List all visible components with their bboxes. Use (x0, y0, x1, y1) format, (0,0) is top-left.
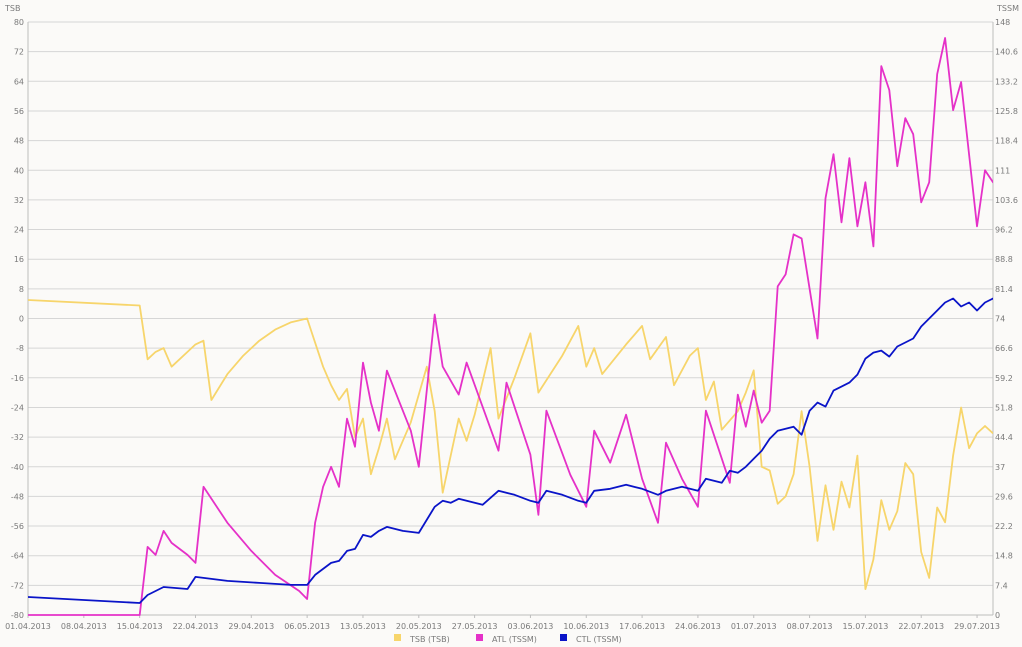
y-right-tick-label: 66.6 (995, 344, 1013, 353)
y-left-tick-label: -32 (11, 433, 24, 442)
y-left-tick-label: -8 (16, 344, 24, 353)
y-right-tick-label: 125.8 (995, 107, 1018, 116)
x-tick-label: 29.04.2013 (228, 622, 274, 631)
y-right-tick-label: 81.4 (995, 285, 1013, 294)
y-left-tick-label: -56 (11, 522, 24, 531)
legend-swatch (476, 634, 483, 641)
x-tick-label: 20.05.2013 (396, 622, 442, 631)
y-left-tick-label: 24 (14, 226, 24, 235)
y-left-tick-label: -64 (11, 552, 24, 561)
y-left-tick-label: -48 (11, 492, 24, 501)
x-tick-label: 22.07.2013 (898, 622, 944, 631)
y-right-tick-label: 148 (995, 18, 1010, 27)
y-left-tick-label: 16 (14, 255, 24, 264)
x-tick-label: 27.05.2013 (452, 622, 498, 631)
x-tick-label: 03.06.2013 (508, 622, 554, 631)
legend-label: ATL (TSSM) (492, 635, 537, 644)
series-line-2 (28, 37, 993, 616)
x-tick-label: 17.06.2013 (619, 622, 665, 631)
x-tick-label: 01.04.2013 (5, 622, 51, 631)
x-tick-label: 01.07.2013 (731, 622, 777, 631)
y-left-axis-title: TSB (4, 4, 20, 13)
y-right-tick-label: 14.8 (995, 552, 1013, 561)
y-right-axis-title: TSSM (996, 4, 1019, 13)
y-right-tick-label: 140.6 (995, 48, 1018, 57)
legend-label: CTL (TSSM) (576, 635, 622, 644)
y-right-tick-label: 59.2 (995, 374, 1013, 383)
y-left-tick-label: -24 (11, 403, 24, 412)
x-tick-label: 08.07.2013 (787, 622, 833, 631)
y-right-tick-label: 133.2 (995, 77, 1018, 86)
y-right-tick-label: 111 (995, 166, 1010, 175)
legend-label: TSB (TSB) (409, 635, 450, 644)
y-left-tick-label: 0 (19, 315, 24, 324)
y-left-tick-label: -80 (11, 611, 24, 620)
x-tick-label: 06.05.2013 (284, 622, 330, 631)
y-right-tick-label: 51.8 (995, 403, 1013, 412)
x-tick-label: 24.06.2013 (675, 622, 721, 631)
y-left-tick-label: 56 (14, 107, 24, 116)
y-left-tick-label: 32 (14, 196, 24, 205)
x-tick-label: 13.05.2013 (340, 622, 386, 631)
y-left-tick-label: 8 (19, 285, 24, 294)
legend-swatch (560, 634, 567, 641)
legend-swatch (394, 634, 401, 641)
y-left-tick-label: 72 (14, 48, 24, 57)
y-right-tick-label: 0 (995, 611, 1000, 620)
x-tick-label: 08.04.2013 (61, 622, 107, 631)
x-tick-label: 10.06.2013 (563, 622, 609, 631)
y-right-tick-label: 96.2 (995, 226, 1013, 235)
y-right-tick-label: 118.4 (995, 137, 1018, 146)
y-right-tick-label: 29.6 (995, 492, 1013, 501)
series-line-1 (28, 299, 993, 590)
x-tick-label: 29.07.2013 (954, 622, 1000, 631)
y-right-tick-label: 22.2 (995, 522, 1013, 531)
y-left-tick-label: -72 (11, 581, 24, 590)
x-tick-label: 15.07.2013 (842, 622, 888, 631)
y-left-tick-label: -40 (11, 463, 24, 472)
y-left-tick-label: 80 (14, 18, 24, 27)
y-right-tick-label: 103.6 (995, 196, 1018, 205)
x-tick-label: 15.04.2013 (117, 622, 163, 631)
y-left-tick-label: 64 (14, 77, 24, 86)
x-tick-label: 22.04.2013 (173, 622, 219, 631)
series-line-3 (28, 297, 993, 604)
y-left-tick-label: 48 (14, 137, 24, 146)
y-left-tick-label: -16 (11, 374, 24, 383)
y-right-tick-label: 44.4 (995, 433, 1013, 442)
y-left-tick-label: 40 (14, 166, 24, 175)
y-right-tick-label: 7.4 (995, 581, 1008, 590)
y-right-tick-label: 37 (995, 463, 1005, 472)
y-right-tick-label: 88.8 (995, 255, 1013, 264)
y-right-tick-label: 74 (995, 315, 1005, 324)
